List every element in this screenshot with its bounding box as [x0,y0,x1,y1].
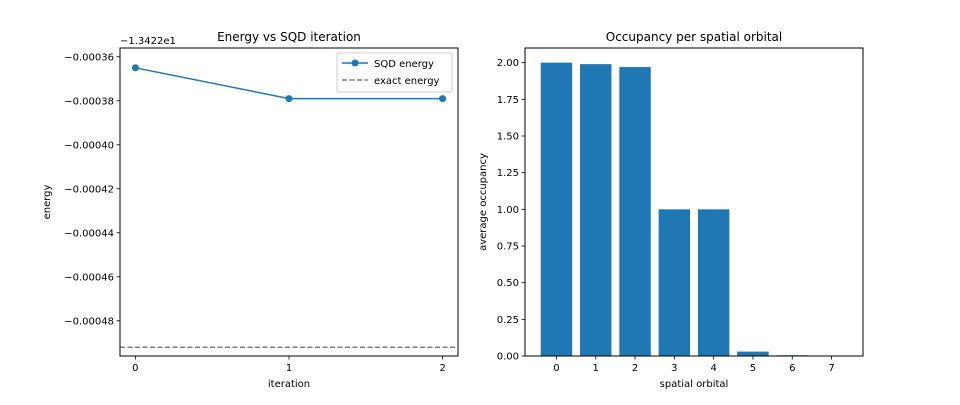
y-tick-label: −0.00044 [64,228,114,239]
y-tick-label: −0.00040 [64,140,114,151]
y-tick-label: −0.00046 [64,272,114,283]
x-tick-label: 2 [632,363,638,374]
y-tick-label: 1.75 [497,95,519,106]
x-tick-label: 2 [439,363,445,374]
occupancy-chart-title: Occupancy per spatial orbital [606,30,782,44]
legend-exact-label: exact energy [374,76,440,87]
x-tick-label: 1 [286,363,292,374]
y-tick-label: −0.00036 [64,52,114,63]
x-tick-label: 6 [789,363,795,374]
occupancy-x-axis-label: spatial orbital [660,379,729,390]
occupancy-bar [659,209,690,356]
legend-sqd-marker [352,60,359,67]
y-tick-label: −0.00038 [64,96,114,107]
energy-offset-text: −1.3422e1 [120,36,176,47]
x-tick-label: 5 [750,363,756,374]
x-tick-label: 7 [828,363,834,374]
x-tick-label: 0 [132,363,138,374]
y-tick-label: 1.25 [497,168,519,179]
legend-sqd-label: SQD energy [374,59,434,70]
y-tick-label: 1.50 [497,132,519,143]
occupancy-bar [619,67,650,356]
energy-x-axis-label: iteration [268,379,310,390]
energy-chart-title: Energy vs SQD iteration [217,30,361,44]
y-tick-label: 1.00 [497,205,519,216]
y-tick-label: 0.50 [497,278,519,289]
y-tick-label: −0.00042 [64,184,114,195]
occupancy-y-axis-label: average occupancy [478,153,489,251]
y-tick-label: 2.00 [497,58,519,69]
sqd-energy-point [439,95,446,102]
sqd-energy-point [132,64,139,71]
x-tick-label: 3 [671,363,677,374]
occupancy-bar [541,63,572,356]
x-tick-label: 4 [710,363,716,374]
y-tick-label: 0.25 [497,315,519,326]
energy-legend: SQD energy exact energy [337,53,452,92]
occupancy-bar [698,209,729,356]
occupancy-bar [580,64,611,356]
x-tick-label: 0 [553,363,559,374]
x-tick-label: 1 [593,363,599,374]
y-tick-label: 0.00 [497,352,519,363]
y-tick-label: 0.75 [497,242,519,253]
energy-y-axis-label: energy [42,184,53,219]
sqd-energy-point [286,95,293,102]
y-tick-label: −0.00048 [64,316,114,327]
occupancy-bar [737,352,768,356]
